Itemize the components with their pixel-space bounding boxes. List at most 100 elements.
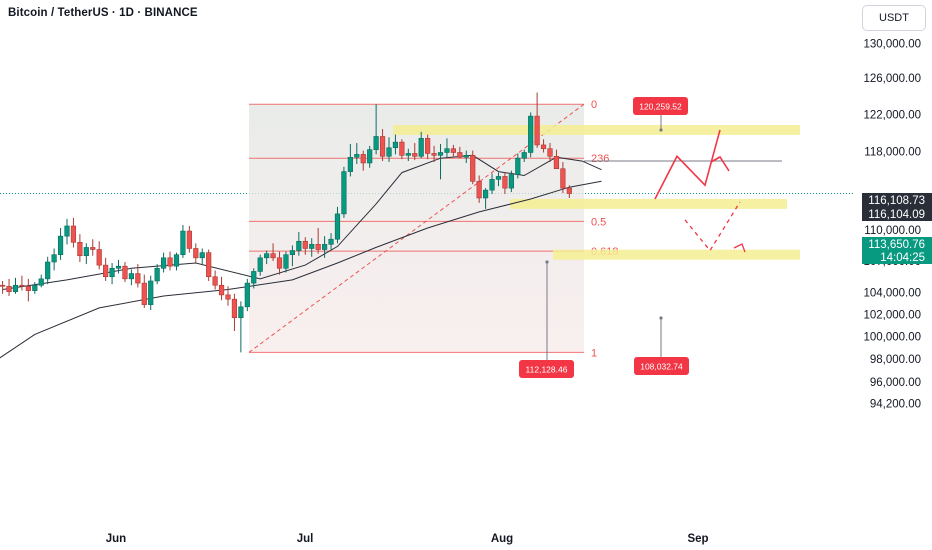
fib-label-0: 0 bbox=[591, 99, 597, 111]
candle bbox=[412, 143, 418, 161]
candle bbox=[109, 263, 115, 285]
candle bbox=[457, 146, 463, 159]
candle-body bbox=[450, 148, 457, 153]
candle bbox=[51, 248, 57, 271]
callout-label: 108,032.74 bbox=[640, 362, 683, 372]
candle-body bbox=[502, 176, 508, 189]
candle bbox=[566, 185, 572, 198]
candle bbox=[418, 131, 424, 159]
candle bbox=[25, 278, 31, 302]
candle-body bbox=[399, 141, 405, 156]
candle bbox=[347, 143, 353, 177]
candle bbox=[276, 251, 283, 275]
callout-2: 108,032.74 bbox=[634, 316, 689, 375]
candle-body bbox=[315, 244, 321, 250]
candle-body bbox=[334, 213, 341, 240]
candle-body bbox=[341, 171, 347, 215]
y-tick-label: 130,000.00 bbox=[863, 38, 921, 50]
x-tick-label: Aug bbox=[491, 533, 513, 545]
candle bbox=[173, 252, 180, 271]
candle bbox=[283, 251, 289, 273]
candle bbox=[405, 148, 411, 162]
candle-body bbox=[238, 306, 244, 319]
candle-body bbox=[135, 273, 141, 284]
candle-body bbox=[373, 136, 379, 150]
candle bbox=[70, 217, 77, 248]
candle bbox=[334, 206, 341, 244]
candle-body bbox=[463, 155, 469, 158]
candle-body bbox=[25, 286, 31, 291]
candle-body bbox=[148, 280, 154, 305]
candle-body bbox=[0, 284, 6, 287]
candle-body bbox=[495, 176, 502, 180]
candle-body bbox=[296, 240, 302, 251]
candle-body bbox=[154, 267, 160, 282]
candle bbox=[257, 254, 263, 276]
candle bbox=[373, 104, 379, 155]
candle bbox=[180, 224, 186, 258]
zone-0 bbox=[393, 124, 800, 135]
candle bbox=[212, 270, 218, 290]
candle bbox=[521, 149, 527, 163]
candle bbox=[206, 249, 212, 281]
candle-body bbox=[212, 276, 218, 286]
candle-body bbox=[6, 286, 12, 292]
candle bbox=[83, 243, 89, 265]
candle-body bbox=[386, 147, 392, 157]
y-tick-label: 100,000.00 bbox=[863, 332, 921, 344]
candle-body bbox=[206, 252, 212, 278]
candle-body bbox=[521, 152, 527, 159]
candle-body bbox=[431, 153, 437, 156]
candle bbox=[470, 150, 476, 185]
candle bbox=[528, 112, 534, 158]
candle bbox=[103, 257, 109, 281]
candle-body bbox=[51, 254, 57, 263]
price-tag-label: 14:04:25 bbox=[880, 252, 925, 264]
y-tick-label: 126,000.00 bbox=[863, 73, 921, 85]
candle bbox=[302, 237, 308, 255]
candle bbox=[444, 138, 450, 158]
callout-anchor-dot bbox=[545, 260, 549, 264]
candle bbox=[167, 251, 173, 271]
candle bbox=[540, 139, 547, 153]
candle-body bbox=[528, 115, 534, 153]
chart-title: Bitcoin / TetherUS · 1D · BINANCE bbox=[8, 7, 198, 19]
candle-body bbox=[173, 254, 180, 267]
price-tag-label: 116,108.73 bbox=[868, 195, 925, 207]
candle bbox=[495, 172, 502, 187]
price-callouts: 120,259.52 112,128.46 108,032.74 bbox=[519, 97, 689, 378]
price-tag-label: 116,104.09 bbox=[868, 209, 925, 221]
x-tick-label: Jun bbox=[106, 533, 126, 545]
candle-body bbox=[405, 153, 411, 156]
candle-body bbox=[12, 284, 19, 292]
candle bbox=[296, 232, 302, 256]
candle-body bbox=[354, 154, 360, 158]
candle bbox=[6, 278, 12, 296]
candle bbox=[354, 143, 360, 164]
candle bbox=[264, 250, 270, 265]
candle bbox=[328, 233, 334, 250]
candle bbox=[508, 170, 514, 193]
candle-body bbox=[77, 241, 83, 257]
candle-body bbox=[425, 138, 431, 154]
candle bbox=[135, 264, 141, 288]
candle bbox=[502, 172, 508, 195]
candle bbox=[148, 275, 154, 311]
candle bbox=[238, 301, 244, 353]
candle-body bbox=[257, 257, 263, 272]
candle-body bbox=[45, 261, 51, 280]
candle-body bbox=[225, 294, 231, 300]
price-tag-bg bbox=[862, 207, 932, 221]
candle bbox=[154, 264, 160, 285]
candle-body bbox=[560, 168, 566, 189]
y-tick-label: 104,000.00 bbox=[863, 288, 921, 300]
candle bbox=[141, 274, 147, 308]
ma-slow-line bbox=[0, 180, 602, 359]
candle-body bbox=[244, 282, 250, 308]
time-axis: Jun Jul Aug Sep bbox=[106, 533, 709, 545]
price-axis: 130,000.00 126,000.00 122,000.00 118,000.00… bbox=[862, 38, 932, 410]
currency-button[interactable]: USDT bbox=[862, 5, 926, 31]
candle-body bbox=[167, 257, 173, 267]
candle-body bbox=[64, 225, 70, 237]
